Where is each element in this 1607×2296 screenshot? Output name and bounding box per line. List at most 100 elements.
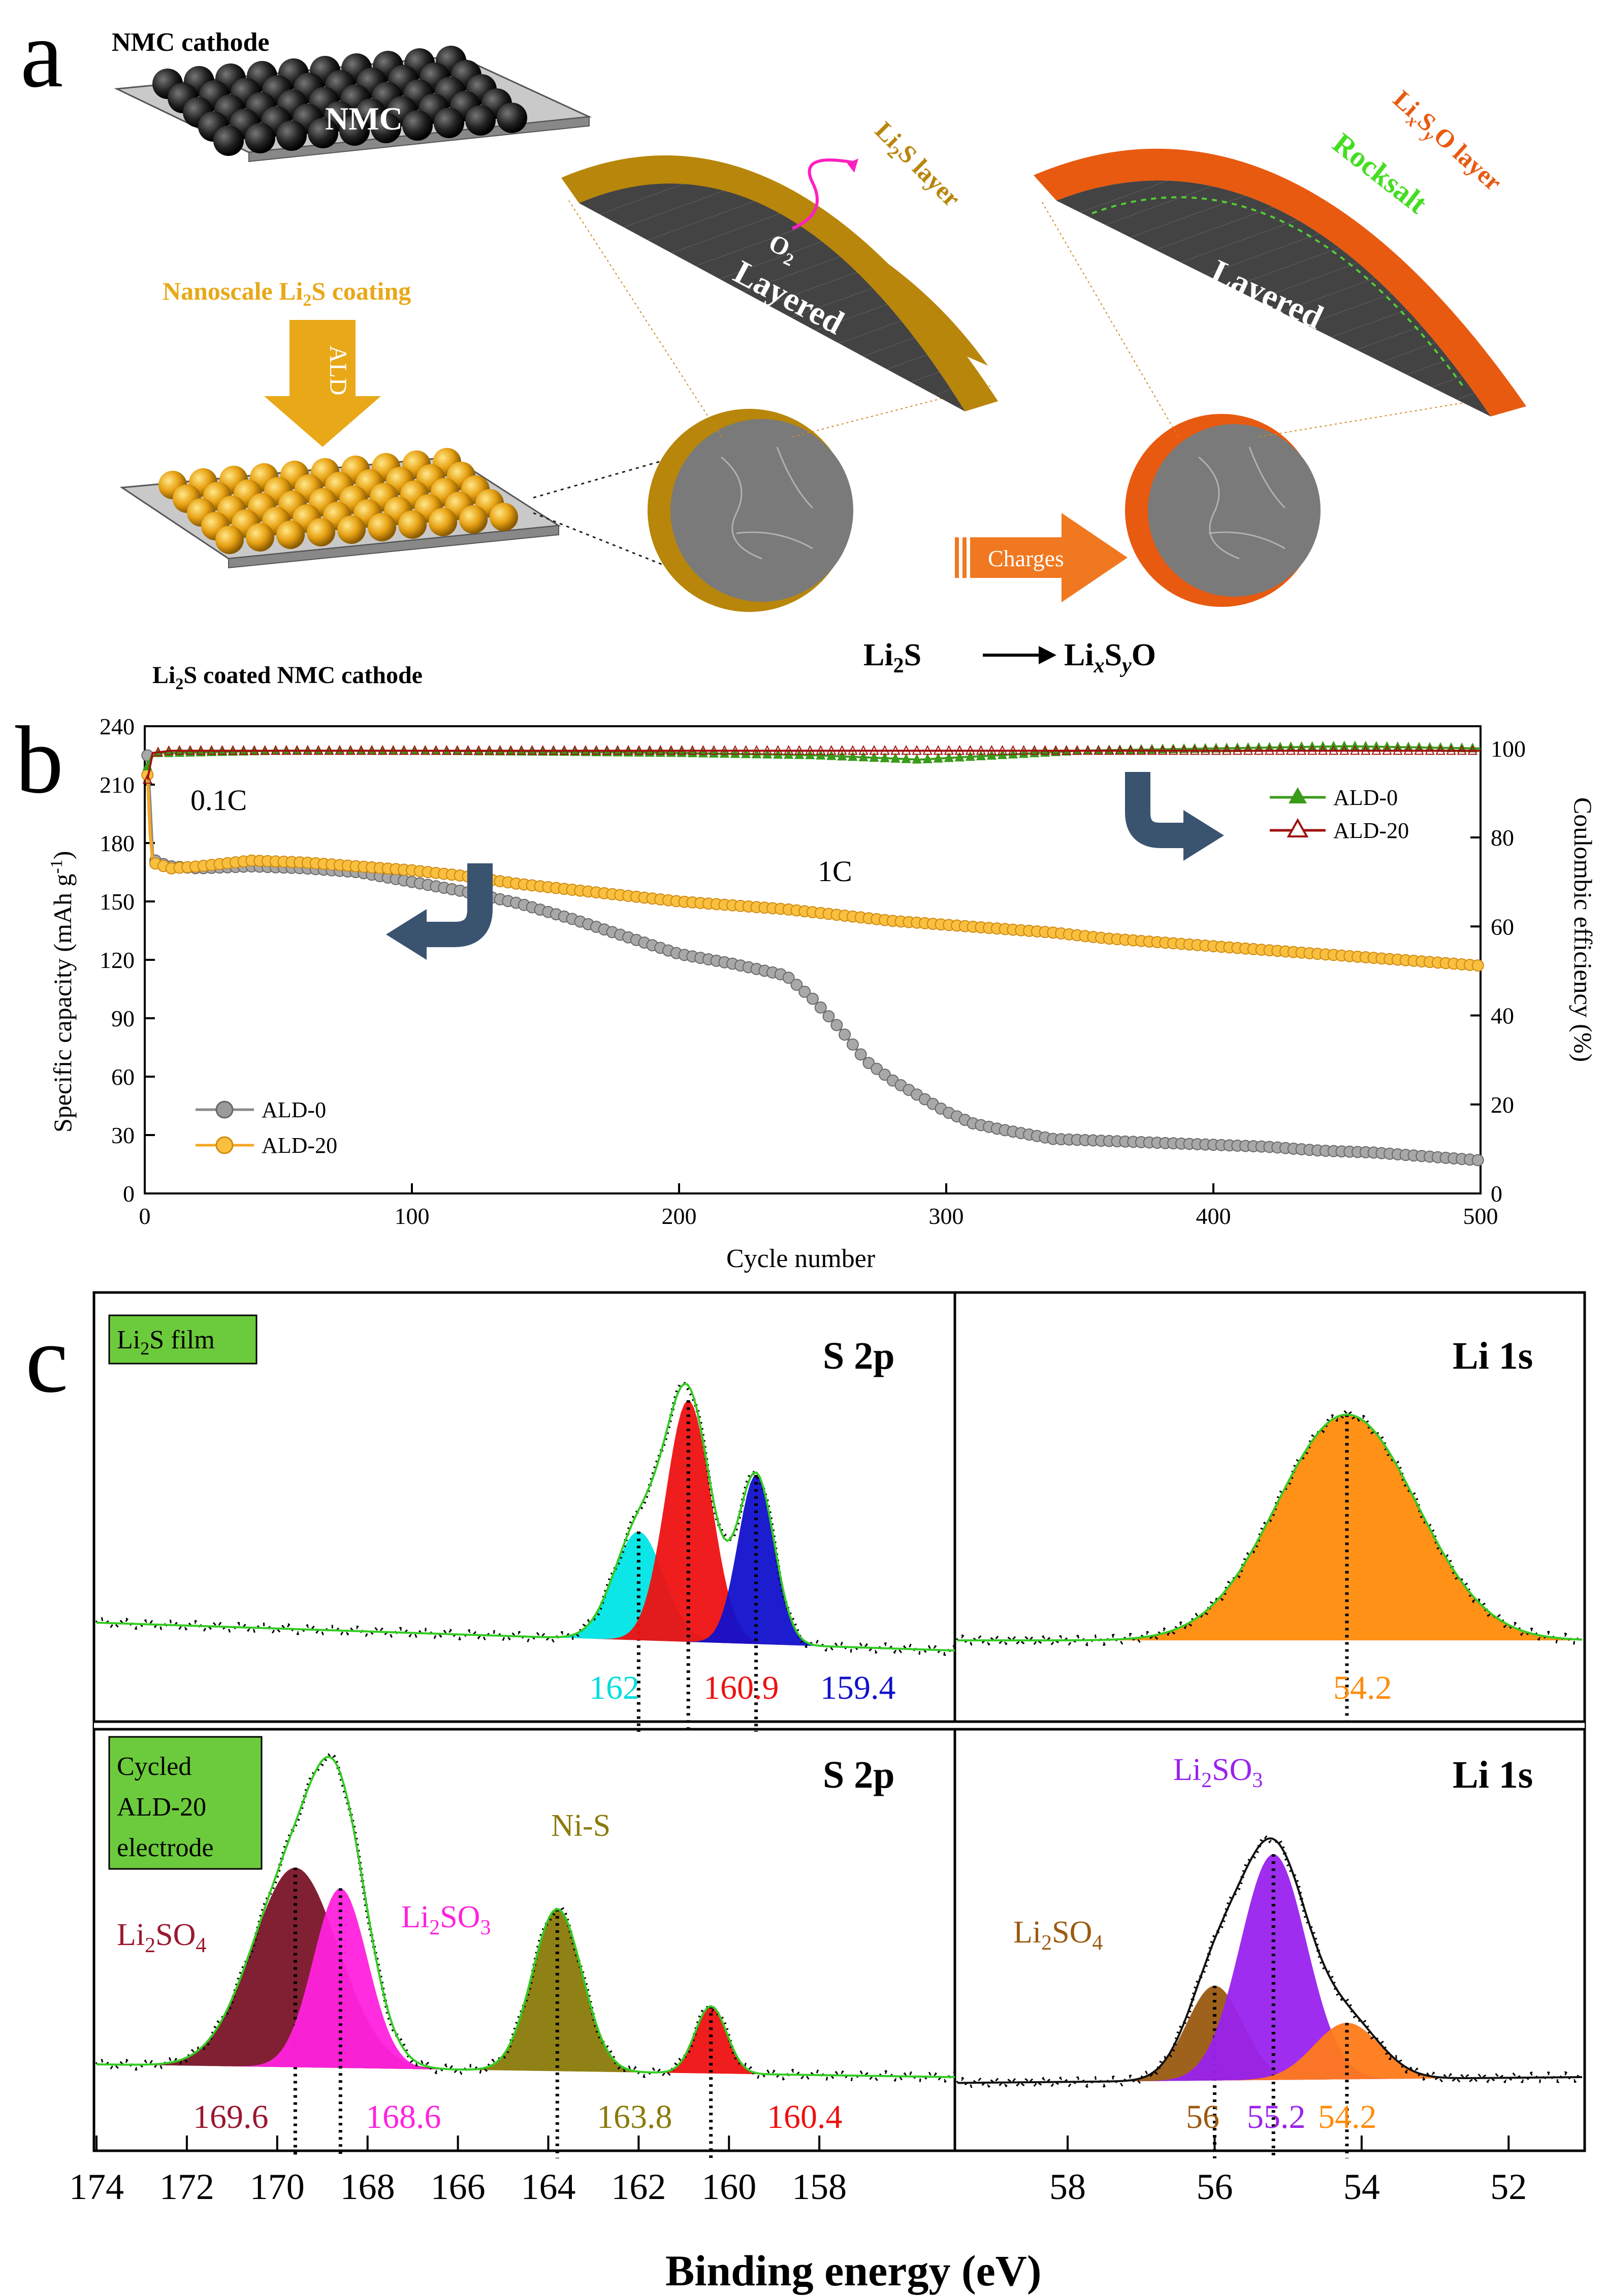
ce-point <box>848 745 858 755</box>
ce-point <box>837 745 847 755</box>
ce-point <box>677 745 687 755</box>
ce-point <box>890 753 901 763</box>
ce-point <box>965 745 975 755</box>
ce-point <box>826 750 837 760</box>
ce-point <box>1126 745 1136 755</box>
s2p-title-bottom: S 2p <box>823 1754 895 1796</box>
ce-point <box>751 745 762 755</box>
ce-point <box>1382 745 1392 755</box>
peak-162: 162 <box>589 1669 639 1706</box>
y-tick-label: 60 <box>111 1064 135 1090</box>
nmc-particle <box>402 110 433 141</box>
ce-point <box>944 745 954 755</box>
ce-point <box>452 745 463 755</box>
species-nis: Ni-S <box>551 1808 610 1843</box>
ce-point <box>794 745 805 755</box>
ce-point <box>1147 745 1157 755</box>
ce-point <box>730 748 741 758</box>
top-s2p-component-1 <box>97 1400 955 1651</box>
ce-point <box>655 745 665 755</box>
ce-point <box>1094 745 1104 755</box>
ce-point <box>1446 745 1456 755</box>
x-tick-label: 500 <box>1463 1203 1498 1229</box>
nmc-particle <box>213 125 244 156</box>
ce-point <box>517 745 527 755</box>
ce-point <box>890 745 901 755</box>
species-li2so4-li1s: Li2SO4 <box>1013 1915 1103 1955</box>
bottom-li1s-envelope <box>957 1837 1583 2084</box>
li1s-x-tick-label: 58 <box>1049 2166 1086 2207</box>
ce-point <box>997 745 1008 755</box>
y-tick-label: 180 <box>100 830 135 856</box>
ce-point <box>377 745 388 755</box>
ce-point <box>933 745 943 755</box>
tag-cycled-electrode: Cycled ALD-20 electrode <box>108 1736 263 1870</box>
ce-point <box>816 745 826 755</box>
ce-point <box>260 745 270 755</box>
top-s2p-envelope <box>96 1382 955 1652</box>
coated-particle <box>368 513 396 541</box>
ce-point <box>153 747 163 757</box>
cycling-axes: 0 100 200 300 400 500030609012015018021024002… <box>100 714 1526 1229</box>
ce-point <box>1136 745 1146 755</box>
ce-point <box>1403 745 1413 755</box>
peak-160-9: 160.9 <box>703 1669 779 1706</box>
ce-point <box>986 745 997 755</box>
cycling-xlabel: Cycle number <box>726 1244 875 1273</box>
top-s2p-component-0 <box>97 1531 955 1651</box>
s2p-x-tick-label: 158 <box>792 2166 847 2207</box>
ce-point <box>1008 745 1018 755</box>
panel-c: c 174 172 170 168 166 164 162 160 158 58 56 54 52 Li… <box>25 1291 1586 2295</box>
coated-sphere <box>648 409 853 612</box>
top-s2p-raw-data <box>95 1382 956 1656</box>
y2-tick-label: 100 <box>1491 736 1526 762</box>
peak-169-6: 169.6 <box>193 2098 269 2136</box>
ce-point <box>901 745 911 755</box>
li1s-x-tick-label: 54 <box>1343 2166 1380 2207</box>
x-tick-label: 400 <box>1196 1203 1231 1229</box>
capacity-legend: ALD-0 ALD-20 <box>196 1097 337 1158</box>
svg-text:Li2S film: Li2S film <box>117 1325 215 1359</box>
x-tick-label: 200 <box>662 1203 697 1229</box>
ce-point <box>1232 745 1242 755</box>
ce-point <box>634 745 644 755</box>
ce-point <box>1104 745 1114 755</box>
species-li2so3-s2p: Li2SO3 <box>401 1900 491 1939</box>
x-tick-label: 100 <box>395 1203 430 1229</box>
ce-point <box>901 753 911 763</box>
ce-point <box>741 748 751 758</box>
charges-arrow: Charges <box>955 513 1128 602</box>
ce-point <box>1275 745 1285 755</box>
svg-text:ALD-20: ALD-20 <box>117 1793 206 1822</box>
ce-point <box>559 745 569 755</box>
ce-point <box>581 745 591 755</box>
cycling-ylabel-right: Coulombic efficiency (%) <box>1569 797 1597 1062</box>
ce-point <box>858 745 869 755</box>
ce-point <box>986 750 997 760</box>
ce-point <box>837 751 847 761</box>
ce-point <box>1179 745 1189 755</box>
nmc-particle <box>465 105 496 136</box>
y-tick-label: 90 <box>111 1006 135 1031</box>
coated-particle <box>215 526 244 554</box>
capacity-point <box>807 992 819 1005</box>
ce-point <box>228 745 238 755</box>
ce-point <box>741 745 751 755</box>
capacity-point <box>782 972 795 984</box>
s2p-x-tick-label: 168 <box>340 2166 395 2207</box>
ce-point <box>826 745 837 755</box>
ce-point <box>142 773 152 784</box>
ce-point <box>816 750 826 760</box>
rate-01c: 0.1C <box>190 784 247 817</box>
ce-point <box>527 745 537 755</box>
ce-point <box>506 745 516 755</box>
ce-point <box>463 745 473 755</box>
ce-point <box>345 745 356 755</box>
ce-point <box>335 745 345 755</box>
ce-point <box>324 745 334 755</box>
ce-point <box>1361 745 1371 755</box>
ce-point <box>645 745 655 755</box>
bottom-s2p-component-1 <box>97 1888 955 2077</box>
svg-text:ALD-20: ALD-20 <box>1333 818 1409 843</box>
